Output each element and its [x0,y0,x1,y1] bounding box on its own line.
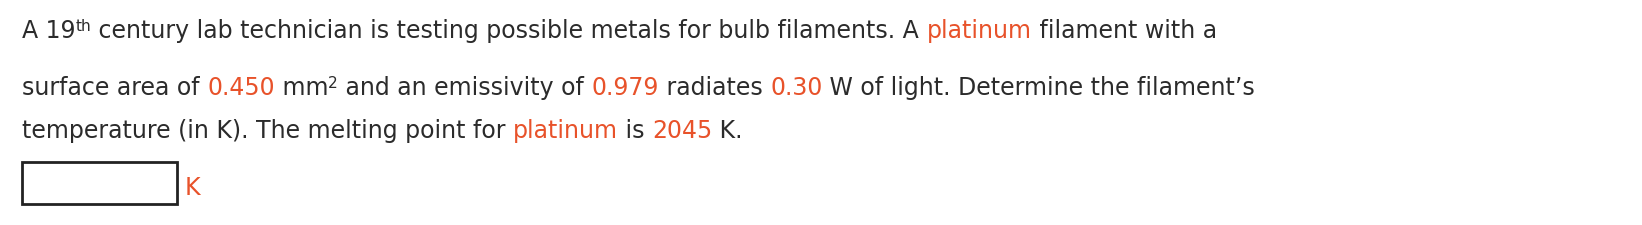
Text: 0.450: 0.450 [207,76,274,100]
Text: and an emissivity of: and an emissivity of [338,76,591,100]
Text: platinum: platinum [926,19,1031,43]
Text: is: is [617,119,652,143]
Text: radiates: radiates [658,76,770,100]
Text: th: th [76,19,92,34]
Text: W of light. Determine the filament’s: W of light. Determine the filament’s [823,76,1254,100]
Text: K.: K. [713,119,742,143]
Text: mm: mm [274,76,328,100]
Bar [21,162,177,204]
Text: platinum: platinum [512,119,617,143]
Text: filament with a: filament with a [1031,19,1217,43]
Text: surface area of: surface area of [21,76,207,100]
Text: temperature (in K). The melting point for: temperature (in K). The melting point fo… [21,119,512,143]
Text: 2: 2 [328,76,338,91]
Text: A 19: A 19 [21,19,76,43]
Text: 0.979: 0.979 [591,76,658,100]
Text: century lab technician is testing possible metals for bulb filaments. A: century lab technician is testing possib… [92,19,926,43]
Text: 2045: 2045 [652,119,713,143]
Text: K: K [186,176,200,200]
Text: 0.30: 0.30 [770,76,823,100]
